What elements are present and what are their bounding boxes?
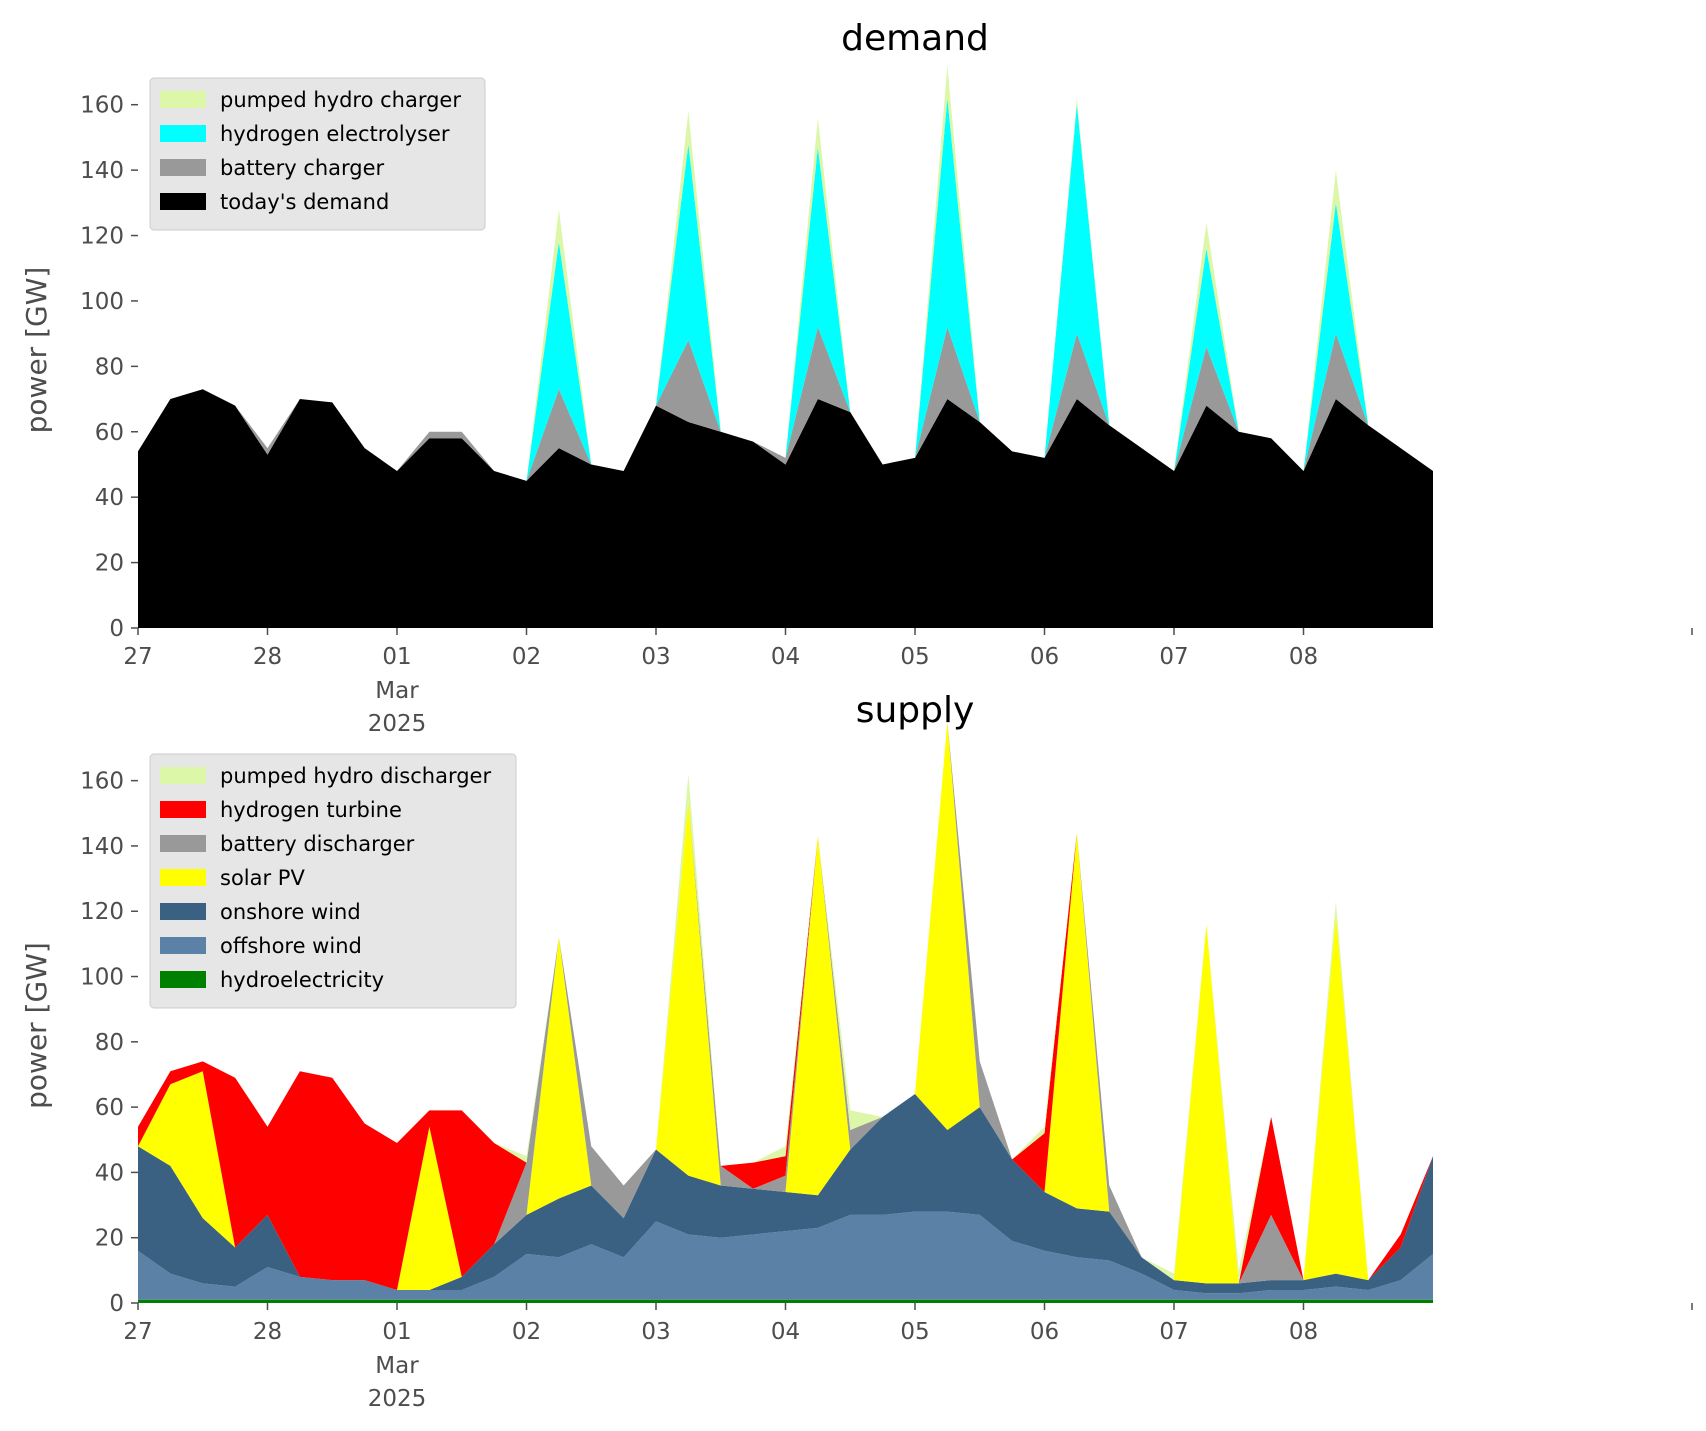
x-tick-label: 08 [1289, 1319, 1318, 1345]
legend-swatch-hydrogen-turbine [160, 801, 206, 818]
legend-label-hydrogen-electrolyser: hydrogen electrolyser [220, 122, 450, 146]
y-tick-label: 160 [80, 769, 124, 795]
series-area-battery-discharger [138, 721, 1433, 1290]
legend-label-battery-discharger: battery discharger [220, 832, 415, 856]
x-tick-label: 07 [1159, 1319, 1188, 1345]
x-tick-label-month: Mar [375, 1353, 419, 1379]
x-tick-label-year: 2025 [368, 1386, 427, 1412]
legend-label-battery-charger: battery charger [220, 156, 385, 180]
x-tick-label: 06 [1030, 644, 1059, 670]
x-tick-label: 06 [1030, 1319, 1059, 1345]
series-area-today-s-demand [138, 389, 1433, 628]
legend: pumped hydro discharger hydrogen turbine b… [149, 753, 517, 1009]
legend-label-hydrogen-turbine: hydrogen turbine [220, 798, 402, 822]
chart-title: demand [841, 18, 989, 59]
x-tick-label: 02 [512, 1319, 541, 1345]
x-tick-label: 07 [1159, 644, 1188, 670]
legend-swatch-hydrogen-electrolyser [160, 125, 206, 142]
legend-swatch-offshore-wind [160, 937, 206, 954]
legend: pumped hydro charger hydrogen electrolyse… [149, 77, 486, 231]
legend-box [149, 753, 517, 1009]
y-tick-label: 100 [80, 289, 124, 315]
series-area-onshore-wind [138, 1094, 1433, 1294]
series-area-hydrogen-turbine [138, 721, 1433, 1290]
y-tick-label: 80 [95, 354, 124, 380]
legend-swatch-pumped-hydro-charger [160, 91, 206, 108]
x-tick-label-month: Mar [375, 678, 419, 704]
y-tick-label: 60 [95, 1095, 124, 1121]
legend-label-onshore-wind: onshore wind [220, 900, 361, 924]
y-tick-label: 40 [95, 1160, 124, 1186]
x-tick-label: 04 [771, 644, 800, 670]
x-tick-label: 05 [900, 644, 929, 670]
legend-swatch-battery-charger [160, 159, 206, 176]
y-tick-label: 160 [80, 93, 124, 119]
legend-label-today-s-demand: today's demand [220, 190, 389, 214]
y-tick-label: 80 [95, 1030, 124, 1056]
y-tick-label: 0 [109, 616, 124, 642]
y-tick-label: 140 [80, 158, 124, 184]
x-tick-label: 28 [253, 1319, 282, 1345]
legend-swatch-onshore-wind [160, 903, 206, 920]
legend-swatch-pumped-hydro-discharger [160, 767, 206, 784]
x-tick-label: 04 [771, 1319, 800, 1345]
legend-box [149, 77, 486, 231]
series-area-offshore-wind [138, 1211, 1433, 1300]
y-tick-label: 120 [80, 224, 124, 250]
legend-label-pumped-hydro-charger: pumped hydro charger [220, 88, 461, 112]
x-tick-label: 27 [123, 1319, 152, 1345]
y-tick-label: 120 [80, 899, 124, 925]
x-tick-label: 03 [641, 1319, 670, 1345]
x-tick-label: 28 [253, 644, 282, 670]
x-tick-label-year: 2025 [368, 711, 427, 737]
legend-swatch-battery-discharger [160, 835, 206, 852]
legend-label-offshore-wind: offshore wind [220, 934, 362, 958]
y-axis-label: power [GW] [20, 942, 53, 1109]
legend-label-pumped-hydro-discharger: pumped hydro discharger [220, 764, 491, 788]
y-tick-label: 40 [95, 485, 124, 511]
x-tick-label: 08 [1289, 644, 1318, 670]
x-tick-label: 27 [123, 644, 152, 670]
x-tick-label: 01 [382, 644, 411, 670]
y-tick-label: 0 [109, 1291, 124, 1317]
legend-label-solar-pv: solar PV [220, 866, 305, 890]
y-tick-label: 140 [80, 834, 124, 860]
x-tick-label: 03 [641, 644, 670, 670]
legend-label-hydroelectricity: hydroelectricity [220, 968, 384, 992]
legend-swatch-hydroelectricity [160, 971, 206, 988]
y-axis-label: power [GW] [20, 267, 53, 434]
legend-swatch-today-s-demand [160, 193, 206, 210]
y-tick-label: 100 [80, 965, 124, 991]
y-tick-label: 20 [95, 1226, 124, 1252]
legend-swatch-solar-pv [160, 869, 206, 886]
series-area-hydroelectricity [138, 1299, 1433, 1303]
chart-title: supply [856, 690, 975, 731]
x-tick-label: 01 [382, 1319, 411, 1345]
y-tick-label: 20 [95, 551, 124, 577]
y-tick-label: 60 [95, 420, 124, 446]
x-tick-label: 05 [900, 1319, 929, 1345]
x-tick-label: 02 [512, 644, 541, 670]
